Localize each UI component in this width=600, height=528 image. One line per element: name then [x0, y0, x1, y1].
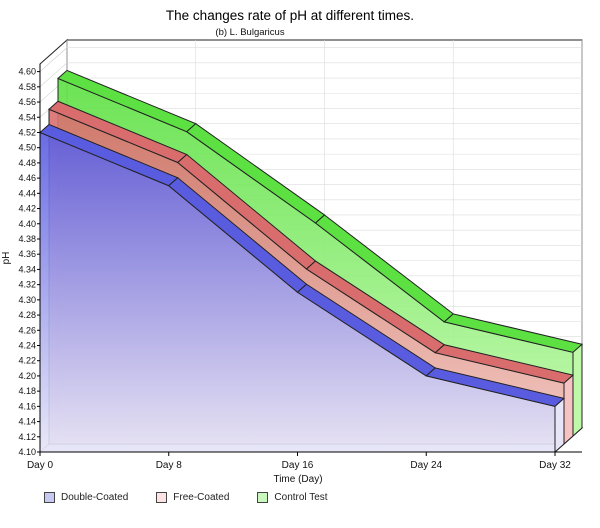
y-tick-label: 4.14: [18, 417, 36, 427]
y-tick-label: 4.40: [18, 219, 36, 229]
y-tick-label: 4.34: [18, 264, 36, 274]
chart-subtitle: (b) L. Bulgaricus: [215, 27, 284, 38]
y-tick-label: 4.24: [18, 340, 36, 350]
legend-item-free-coated: Free-Coated: [156, 492, 229, 503]
y-tick-label: 4.18: [18, 386, 36, 396]
x-tick-label: Day 0: [27, 460, 54, 471]
y-axis-label: pH: [1, 252, 12, 265]
legend-swatch-control-test: [257, 492, 269, 503]
y-tick-label: 4.10: [18, 447, 36, 457]
legend-label-double-coated: Double-Coated: [61, 492, 129, 503]
legend-label-free-coated: Free-Coated: [173, 492, 230, 503]
y-tick-label: 4.44: [18, 188, 36, 198]
chart-title: The changes rate of pH at different time…: [166, 8, 414, 23]
side-grid-line: [39, 47, 68, 72]
legend-label-control-test: Control Test: [274, 492, 328, 503]
x-axis-label: Time (Day): [273, 474, 322, 485]
x-tick-label: Day 32: [539, 460, 571, 471]
series-end-cap: [572, 343, 583, 438]
y-tick-label: 4.42: [18, 204, 36, 214]
legend-item-control-test: Control Test: [257, 492, 328, 503]
y-tick-label: 4.30: [18, 295, 36, 305]
y-tick-label: 4.50: [18, 143, 36, 153]
y-tick-label: 4.16: [18, 401, 36, 411]
x-tick-label: Day 8: [156, 460, 183, 471]
y-tick-label: 4.56: [18, 97, 36, 107]
y-tick-label: 4.20: [18, 371, 36, 381]
legend: Double-Coated Free-Coated Control Test: [44, 492, 328, 503]
y-tick-label: 4.52: [18, 127, 36, 137]
y-tick-label: 4.48: [18, 158, 36, 168]
x-tick-label: Day 16: [282, 460, 314, 471]
x-tick-label: Day 24: [410, 460, 442, 471]
y-tick-label: 4.54: [18, 112, 36, 122]
legend-item-double-coated: Double-Coated: [44, 492, 128, 503]
y-tick-label: 4.38: [18, 234, 36, 244]
legend-swatch-free-coated: [156, 492, 168, 503]
y-tick-label: 4.58: [18, 82, 36, 92]
y-tick-label: 4.22: [18, 356, 36, 366]
y-tick-label: 4.26: [18, 325, 36, 335]
y-tick-label: 4.60: [18, 67, 36, 77]
legend-swatch-double-coated: [44, 492, 55, 503]
y-tick-label: 4.12: [18, 432, 36, 442]
series-end-cap: [554, 397, 565, 454]
y-tick-label: 4.28: [18, 310, 36, 320]
y-tick-label: 4.32: [18, 280, 36, 290]
series-end-cap: [563, 374, 574, 446]
y-tick-label: 4.36: [18, 249, 36, 259]
y-tick-label: 4.46: [18, 173, 36, 183]
side-grid-line: [39, 62, 68, 88]
